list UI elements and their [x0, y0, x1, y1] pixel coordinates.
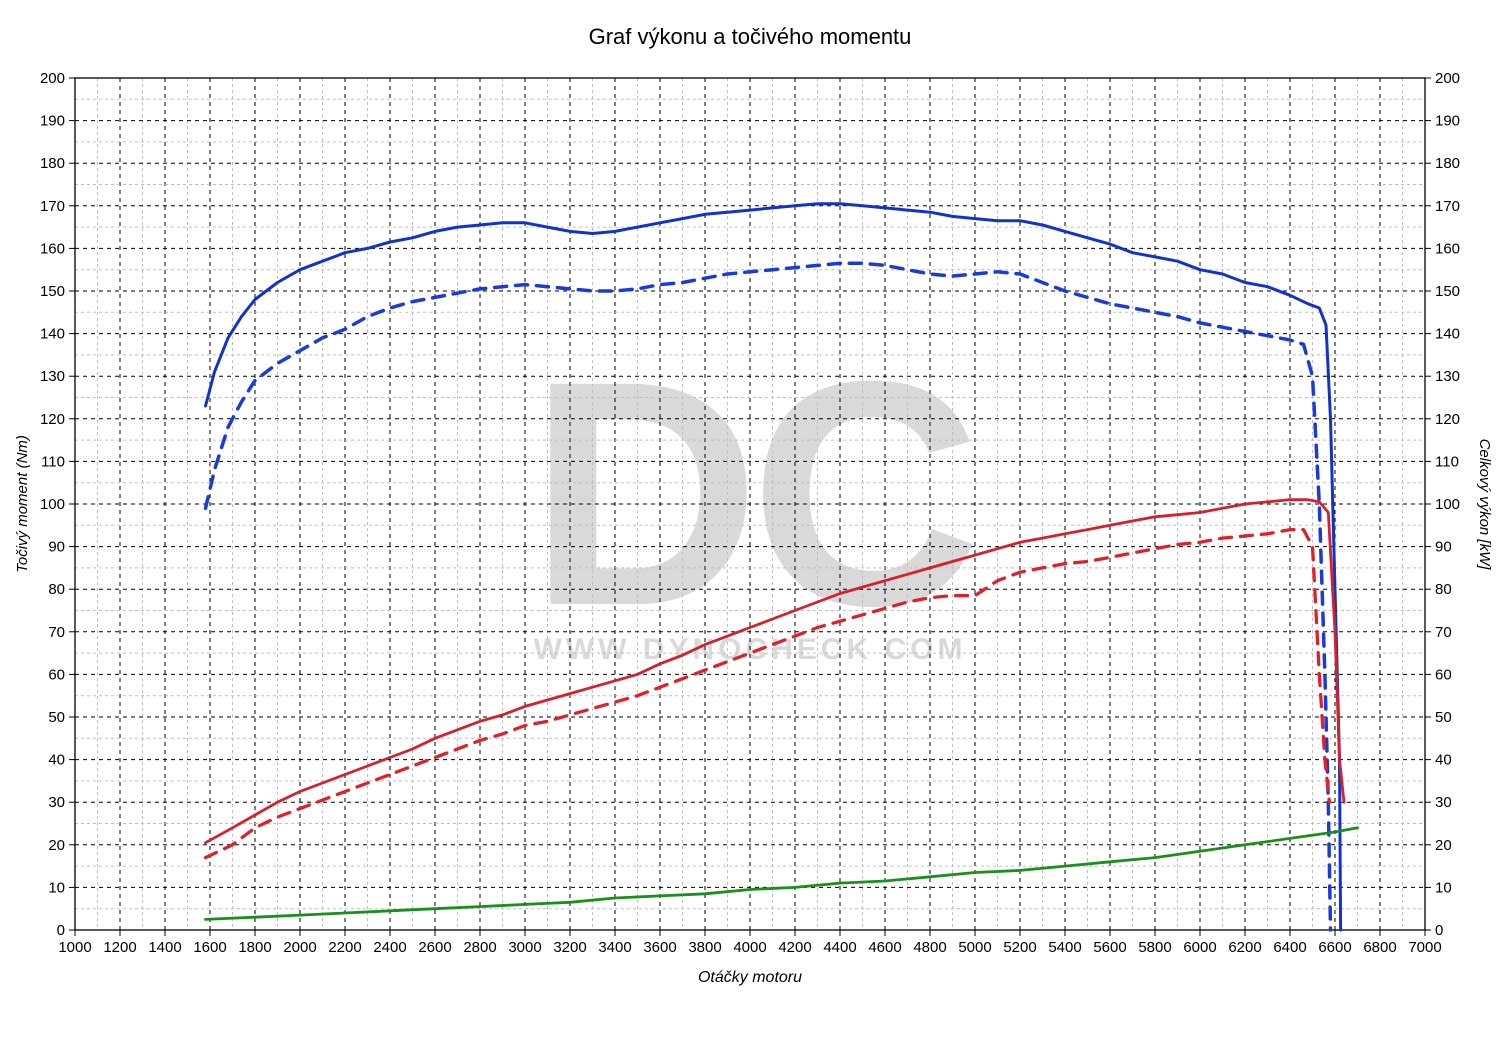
- x-tick-label: 2000: [283, 939, 316, 956]
- y-right-tick-label: 80: [1435, 581, 1452, 598]
- x-tick-label: 6200: [1228, 939, 1261, 956]
- watermark-main: DC: [529, 314, 975, 672]
- y-right-tick-label: 200: [1435, 70, 1460, 87]
- y-right-tick-label: 60: [1435, 666, 1452, 683]
- x-tick-label: 6000: [1183, 939, 1216, 956]
- y-left-tick-label: 120: [40, 411, 65, 428]
- y-right-tick-label: 30: [1435, 794, 1452, 811]
- x-tick-label: 5200: [1003, 939, 1036, 956]
- x-tick-label: 6600: [1318, 939, 1351, 956]
- x-tick-label: 3000: [508, 939, 541, 956]
- x-tick-label: 5400: [1048, 939, 1081, 956]
- y-right-tick-label: 130: [1435, 368, 1460, 385]
- y-right-tick-label: 20: [1435, 837, 1452, 854]
- x-tick-label: 1400: [148, 939, 181, 956]
- y-left-tick-label: 200: [40, 70, 65, 87]
- x-tick-label: 4800: [913, 939, 946, 956]
- x-tick-label: 3600: [643, 939, 676, 956]
- x-tick-label: 2600: [418, 939, 451, 956]
- y-right-tick-label: 120: [1435, 411, 1460, 428]
- y-right-tick-label: 70: [1435, 624, 1452, 641]
- x-tick-label: 5800: [1138, 939, 1171, 956]
- y-right-tick-label: 190: [1435, 113, 1460, 130]
- y-left-tick-label: 80: [48, 581, 65, 598]
- x-tick-label: 7000: [1408, 939, 1441, 956]
- y-left-tick-label: 140: [40, 326, 65, 343]
- x-tick-label: 2400: [373, 939, 406, 956]
- y-right-tick-label: 110: [1435, 453, 1459, 470]
- x-tick-label: 3400: [598, 939, 631, 956]
- y-left-tick-label: 90: [48, 539, 65, 556]
- y-left-tick-label: 70: [48, 624, 65, 641]
- y-left-tick-label: 30: [48, 794, 65, 811]
- y-right-tick-label: 100: [1435, 496, 1460, 513]
- y-left-tick-label: 10: [48, 879, 65, 896]
- x-axis-label: Otáčky motoru: [698, 969, 802, 986]
- x-tick-label: 1800: [238, 939, 271, 956]
- x-tick-label: 2800: [463, 939, 496, 956]
- chart-svg: DCWWW DYNOCHECK COM100012001400160018002…: [0, 0, 1500, 1041]
- y-right-tick-label: 160: [1435, 240, 1460, 257]
- y-left-tick-label: 100: [40, 496, 65, 513]
- y-right-tick-label: 150: [1435, 283, 1460, 300]
- y-right-tick-label: 0: [1435, 922, 1443, 939]
- x-tick-label: 6400: [1273, 939, 1306, 956]
- x-tick-label: 2200: [328, 939, 361, 956]
- y-left-tick-label: 190: [40, 113, 65, 130]
- y-left-axis-label: Točivý moment (Nm): [14, 435, 31, 573]
- x-tick-label: 1200: [103, 939, 136, 956]
- y-right-tick-label: 90: [1435, 539, 1452, 556]
- y-left-tick-label: 60: [48, 666, 65, 683]
- y-left-tick-label: 180: [40, 155, 65, 172]
- x-tick-label: 4400: [823, 939, 856, 956]
- x-tick-label: 1000: [58, 939, 91, 956]
- x-tick-label: 4600: [868, 939, 901, 956]
- dyno-chart: DCWWW DYNOCHECK COM100012001400160018002…: [0, 0, 1500, 1041]
- y-left-tick-label: 50: [48, 709, 65, 726]
- y-right-tick-label: 50: [1435, 709, 1452, 726]
- y-left-tick-label: 0: [57, 922, 65, 939]
- y-left-tick-label: 160: [40, 240, 65, 257]
- y-right-tick-label: 10: [1435, 879, 1452, 896]
- y-left-tick-label: 110: [41, 453, 65, 470]
- y-right-tick-label: 180: [1435, 155, 1460, 172]
- y-left-tick-label: 130: [40, 368, 65, 385]
- y-left-tick-label: 40: [48, 752, 65, 769]
- chart-title: Graf výkonu a točivého momentu: [589, 24, 912, 49]
- y-right-tick-label: 40: [1435, 752, 1452, 769]
- y-right-tick-label: 140: [1435, 326, 1460, 343]
- x-tick-label: 4000: [733, 939, 766, 956]
- x-tick-label: 5600: [1093, 939, 1126, 956]
- y-right-axis-label: Celkový výkon [kW]: [1476, 439, 1493, 571]
- x-tick-label: 3800: [688, 939, 721, 956]
- y-left-tick-label: 170: [40, 198, 65, 215]
- x-tick-label: 5000: [958, 939, 991, 956]
- x-tick-label: 3200: [553, 939, 586, 956]
- x-tick-label: 4200: [778, 939, 811, 956]
- y-left-tick-label: 150: [40, 283, 65, 300]
- y-right-tick-label: 170: [1435, 198, 1460, 215]
- x-tick-label: 1600: [193, 939, 226, 956]
- y-left-tick-label: 20: [48, 837, 65, 854]
- x-tick-label: 6800: [1363, 939, 1396, 956]
